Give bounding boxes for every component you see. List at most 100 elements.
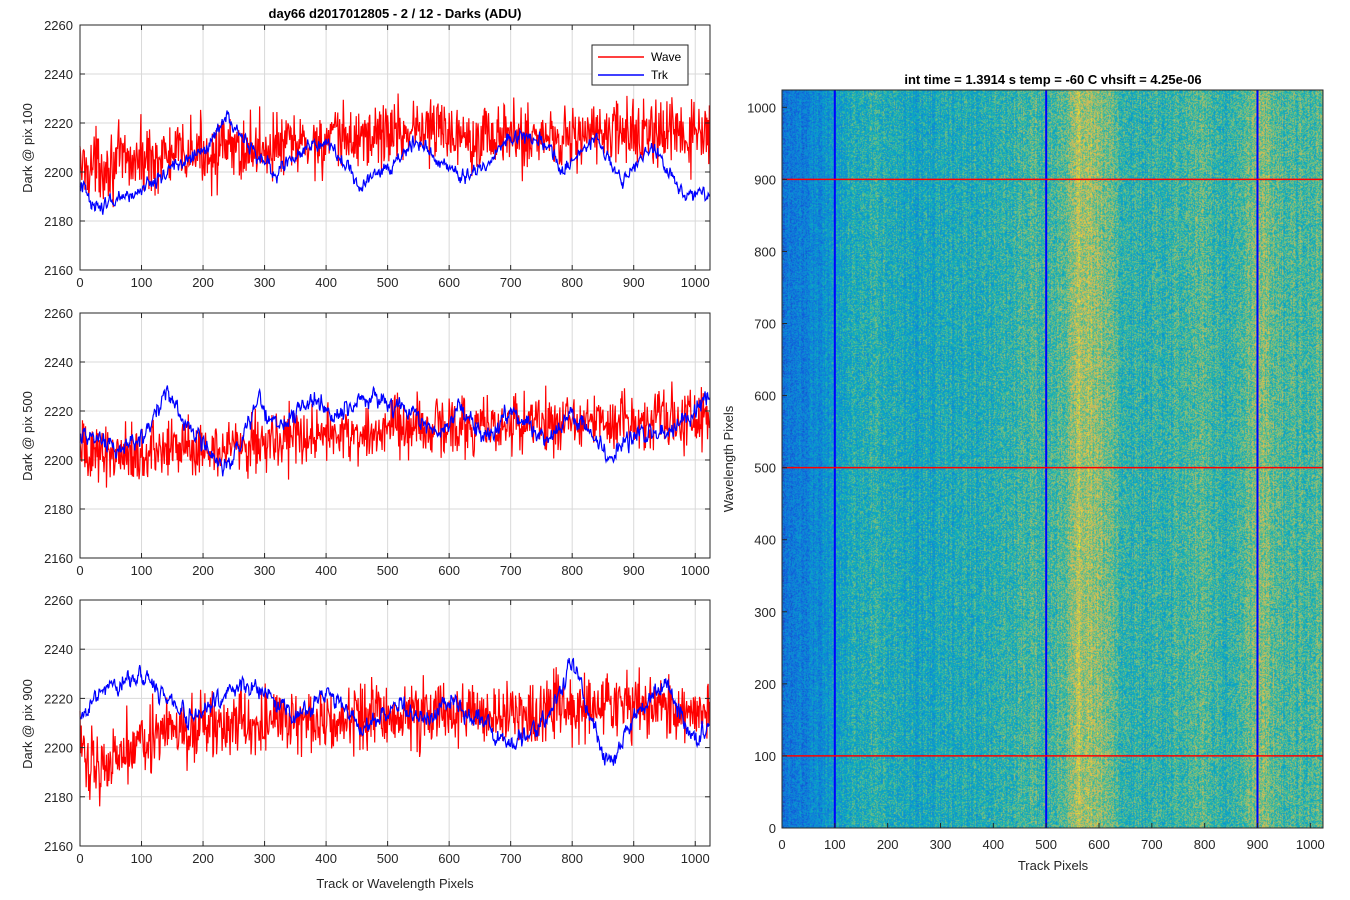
y-tick-label: 2160 (44, 839, 73, 854)
heatmap-x-tick-label: 100 (824, 837, 846, 852)
x-tick-label: 500 (377, 275, 399, 290)
legend-box (591, 44, 689, 86)
heatmap-canvas (782, 90, 1323, 828)
heatmap-ylabel: Wavelength Pixels (721, 405, 736, 512)
x-tick-label: 700 (500, 851, 522, 866)
plot2-ylabel: Dark @ pix 900 (20, 679, 35, 769)
y-tick-label: 2240 (44, 642, 73, 657)
y-tick-label: 2240 (44, 67, 73, 82)
x-tick-label: 400 (315, 851, 337, 866)
heatmap-y-tick-label: 100 (754, 749, 776, 764)
y-tick-label: 2260 (44, 306, 73, 321)
plot0-ylabel: Dark @ pix 100 (20, 103, 35, 193)
x-tick-label: 300 (254, 563, 276, 578)
y-tick-label: 2220 (44, 691, 73, 706)
heatmap-title: int time = 1.3914 s temp = -60 C vhsift … (904, 72, 1201, 87)
x-tick-label: 1000 (681, 275, 710, 290)
x-tick-label: 100 (131, 275, 153, 290)
y-tick-label: 2200 (44, 165, 73, 180)
x-tick-label: 200 (192, 563, 214, 578)
y-tick-label: 2220 (44, 116, 73, 131)
series-line-wave (79, 667, 710, 807)
heatmap-y-tick-label: 800 (754, 244, 776, 259)
series-line-trk (79, 385, 710, 477)
heatmap-x-tick-label: 500 (1035, 837, 1057, 852)
x-tick-label: 200 (192, 275, 214, 290)
heatmap-y-tick-label: 0 (769, 821, 776, 836)
dark-pix-500-plot: 0 100 200 300 400 500 600 700 800 900 1000 2160 2180… (44, 306, 711, 578)
y-tick-label: 2260 (44, 18, 73, 33)
legend-wave-label: Wave (651, 50, 682, 64)
heatmap-x-tick-label: 700 (1141, 837, 1163, 852)
heatmap-y-tick-label: 900 (754, 172, 776, 187)
x-tick-label: 1000 (681, 563, 710, 578)
heatmap-plot: 0 100 200 300 400 500 600 700 800 900 1000 0 100 200 3… (747, 89, 1325, 852)
x-tick-label: 200 (192, 851, 214, 866)
heatmap-x-tick-label: 1000 (1296, 837, 1325, 852)
x-tick-label: 700 (500, 275, 522, 290)
heatmap-y-tick-label: 600 (754, 389, 776, 404)
heatmap-image (782, 90, 1323, 828)
axes-box (79, 599, 711, 847)
heatmap-x-tick-label: 0 (778, 837, 785, 852)
x-tick-label: 800 (561, 851, 583, 866)
x-tick-label: 800 (561, 275, 583, 290)
y-tick-label: 2160 (44, 551, 73, 566)
lines-xlabel: Track or Wavelength Pixels (316, 876, 474, 891)
y-tick-label: 2220 (44, 404, 73, 419)
y-tick-label: 2240 (44, 355, 73, 370)
x-tick-label: 500 (377, 563, 399, 578)
dark-pix-900-plot: 0 100 200 300 400 500 600 700 800 900 1000 2160 2180… (44, 593, 711, 866)
x-tick-label: 1000 (681, 851, 710, 866)
heatmap-x-tick-label: 200 (877, 837, 899, 852)
y-tick-label: 2200 (44, 741, 73, 756)
series-line-trk (79, 657, 710, 766)
legend: Wave Trk (591, 44, 689, 86)
heatmap-y-tick-label: 300 (754, 605, 776, 620)
x-tick-label: 600 (438, 851, 460, 866)
x-tick-label: 800 (561, 563, 583, 578)
y-tick-label: 2180 (44, 790, 73, 805)
x-tick-label: 300 (254, 275, 276, 290)
heatmap-y-tick-label: 400 (754, 533, 776, 548)
heatmap-y-tick-label: 500 (754, 461, 776, 476)
x-tick-label: 900 (623, 275, 645, 290)
x-tick-label: 300 (254, 851, 276, 866)
x-tick-label: 600 (438, 563, 460, 578)
figure-title: day66 d2017012805 - 2 / 12 - Darks (ADU) (269, 6, 522, 21)
axes-box (79, 312, 711, 559)
series-line-wave (79, 381, 710, 488)
legend-trk-label: Trk (651, 68, 669, 82)
x-tick-label: 900 (623, 563, 645, 578)
heatmap-xlabel: Track Pixels (1018, 858, 1089, 873)
x-tick-label: 500 (377, 851, 399, 866)
y-tick-label: 2180 (44, 214, 73, 229)
heatmap-x-tick-label: 300 (930, 837, 952, 852)
x-tick-label: 0 (76, 563, 83, 578)
heatmap-y-tick-label: 200 (754, 677, 776, 692)
x-tick-label: 400 (315, 275, 337, 290)
heatmap-x-tick-label: 800 (1194, 837, 1216, 852)
heatmap-axes-box (781, 89, 1324, 829)
heatmap-x-tick-label: 400 (982, 837, 1004, 852)
series-line-trk (79, 110, 710, 215)
y-tick-label: 2160 (44, 263, 73, 278)
heatmap-y-tick-label: 1000 (747, 100, 776, 115)
heatmap-x-tick-label: 900 (1247, 837, 1269, 852)
x-tick-label: 700 (500, 563, 522, 578)
x-tick-label: 0 (76, 851, 83, 866)
heatmap-x-tick-label: 600 (1088, 837, 1110, 852)
y-tick-label: 2260 (44, 593, 73, 608)
x-tick-label: 100 (131, 563, 153, 578)
x-tick-label: 100 (131, 851, 153, 866)
axes-box (79, 24, 711, 271)
y-tick-label: 2200 (44, 453, 73, 468)
y-tick-label: 2180 (44, 502, 73, 517)
plot1-ylabel: Dark @ pix 500 (20, 391, 35, 481)
x-tick-label: 600 (438, 275, 460, 290)
heatmap-y-tick-label: 700 (754, 317, 776, 332)
x-tick-label: 0 (76, 275, 83, 290)
x-tick-label: 400 (315, 563, 337, 578)
x-tick-label: 900 (623, 851, 645, 866)
